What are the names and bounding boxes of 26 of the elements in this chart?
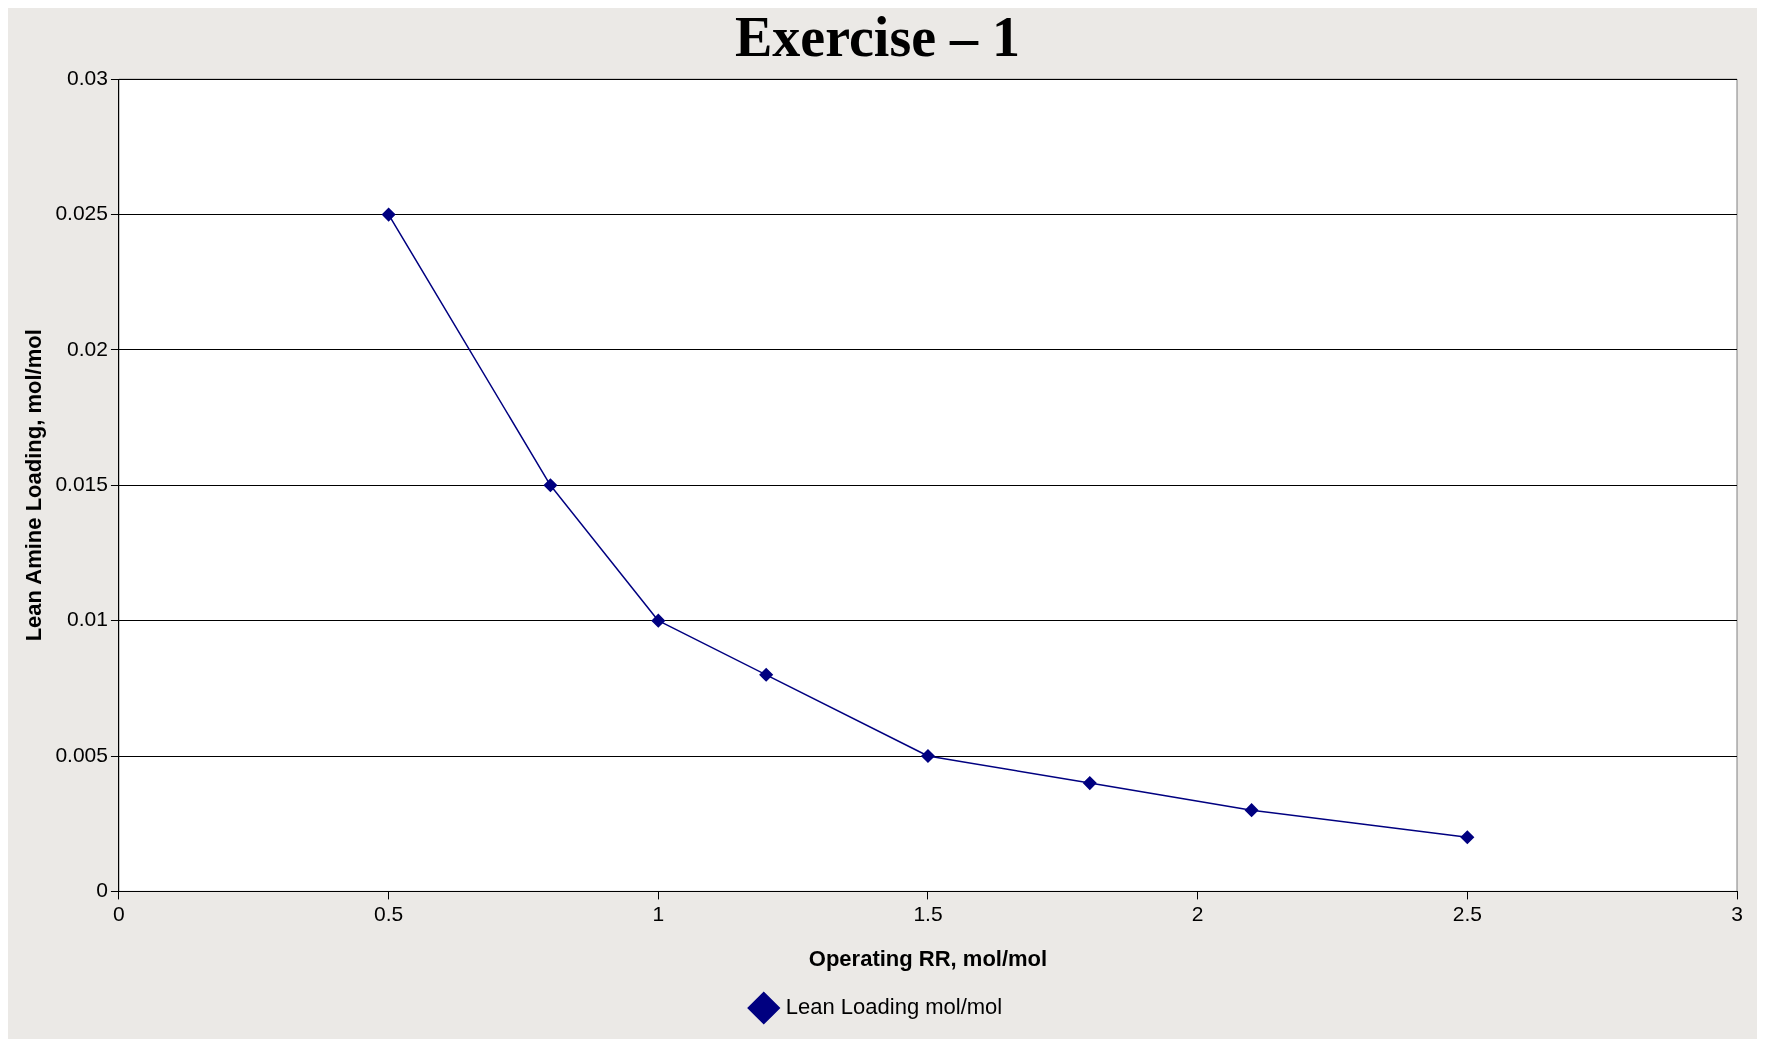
point: [1083, 776, 1097, 790]
x-tick-label: 1.5: [913, 901, 943, 925]
y-tick-label: 0: [96, 878, 108, 902]
x-tick-label: 0: [113, 901, 125, 925]
point: [1244, 803, 1259, 817]
x-tick-label: 2: [1191, 901, 1204, 925]
chart-title: Exercise – 1: [734, 6, 1021, 69]
x-tick-label: 2.5: [1452, 901, 1482, 925]
x-tick-label: 0.5: [374, 901, 404, 925]
y-tick-label: 0.02: [67, 336, 108, 360]
x-axis-title: Operating RR, mol/mol: [808, 945, 1048, 971]
y-tick-label: 0.025: [55, 201, 108, 225]
point: [921, 749, 935, 763]
point: [381, 207, 396, 222]
point: [651, 613, 666, 628]
point: [543, 478, 558, 493]
point: [1460, 830, 1475, 844]
x-tick-label: 3: [1731, 901, 1743, 925]
y-tick-label: 0.005: [55, 742, 108, 766]
y-tick-label: 0.01: [67, 607, 108, 631]
x-tick-label: 1: [652, 901, 665, 925]
legend-label: Lean Loading mol/mol: [785, 994, 1003, 1020]
y-tick-label: 0.015: [55, 472, 108, 496]
y-tick-label: 0.03: [67, 66, 108, 89]
point: [759, 668, 773, 682]
y-axis-title: Lean Amine Loading, mol/mol: [21, 329, 47, 642]
